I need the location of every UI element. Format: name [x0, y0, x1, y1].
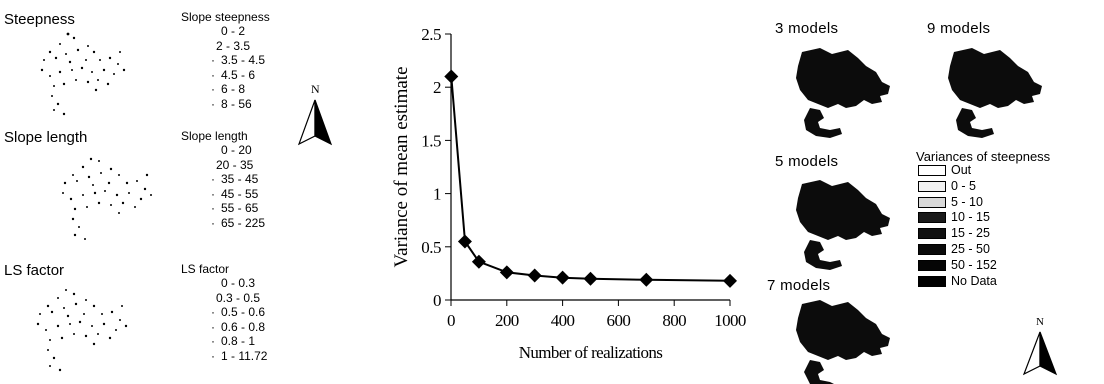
legend-label: 15 - 25	[951, 226, 990, 241]
data-point-marker	[639, 272, 654, 287]
data-point-marker	[555, 270, 570, 285]
y-tick-label: 2	[433, 78, 441, 97]
legend-swatch	[918, 259, 946, 271]
legend-item: 2 - 3.5	[216, 38, 251, 53]
data-point-marker	[723, 273, 737, 288]
legend-label: 50 - 152	[951, 257, 997, 272]
legend-label: 5 - 10	[951, 194, 983, 209]
legend-item: · 65 - 225	[211, 215, 266, 230]
x-tick-label: 400	[551, 311, 575, 330]
variance-legend-title: Variances of steepness	[916, 149, 1051, 164]
legend-swatch	[918, 180, 946, 192]
legend-swatch	[918, 212, 946, 224]
legend-item: · 55 - 65	[211, 201, 259, 215]
data-point-marker	[444, 69, 459, 84]
legend-swatch	[918, 275, 946, 287]
legend-item: · 6 - 8	[211, 82, 246, 96]
legend-label: No Data	[951, 273, 997, 288]
legend-item: 20 - 35	[216, 157, 254, 172]
series-line	[450, 76, 731, 282]
legend-swatch	[918, 196, 946, 208]
steepness-legend: Slope steepness 0 - 2 2 - 3.5 · 3.5 - 4.5…	[181, 10, 270, 111]
slope-length-title: Slope length	[4, 129, 88, 146]
y-tick-label: 0	[433, 291, 441, 310]
steepness-title: Steepness	[4, 11, 75, 28]
chart-axes: 0 0.5 1 1.5 2 2.5 0 200 400 600 800 1000	[421, 25, 746, 330]
legend-item: · 4.5 - 6	[211, 67, 256, 82]
y-tick-label: 1	[433, 185, 441, 204]
legend-item: · 8 - 56	[211, 96, 252, 111]
legend-label: 25 - 50	[951, 242, 990, 256]
chart-markers	[444, 69, 737, 288]
variance-map-3-models	[796, 48, 890, 138]
model-map-title: 7 models	[767, 277, 831, 294]
y-tick-label: 0.5	[421, 238, 441, 257]
variance-map-7-models	[796, 300, 890, 384]
ls-factor-legend-title: LS factor	[181, 262, 230, 276]
model-map-title: 5 models	[775, 153, 839, 170]
slope-length-legend-title: Slope length	[181, 129, 248, 143]
y-tick-label: 1.5	[421, 131, 441, 150]
north-label: N	[1036, 316, 1044, 328]
legend-item: · 1 - 11.72	[211, 348, 268, 363]
variance-line-chart: 0 0.5 1 1.5 2 2.5 0 200 400 600 800 1000 Number of …	[391, 25, 746, 362]
legend-item: · 0.5 - 0.6	[211, 305, 266, 319]
x-tick-label: 600	[607, 311, 631, 330]
legend-item: 0 - 2	[221, 24, 246, 38]
north-arrow-icon	[297, 99, 333, 146]
data-point-marker	[457, 234, 472, 249]
x-axis-label: Number of realizations	[519, 343, 663, 362]
y-tick-label: 2.5	[421, 25, 441, 44]
legend-label: 0 - 5	[951, 178, 977, 193]
legend-swatch	[918, 244, 946, 255]
slope-length-point-map	[62, 157, 152, 240]
data-point-marker	[583, 271, 598, 286]
model-map-title: 9 models	[927, 20, 991, 37]
legend-item: 0 - 0.3	[221, 276, 256, 290]
legend-item: 0.3 - 0.5	[216, 290, 261, 305]
legend-item: · 0.8 - 1	[211, 334, 256, 348]
ls-factor-point-map	[36, 289, 128, 372]
legend-item: 0 - 20	[221, 143, 252, 157]
model-map-title: 3 models	[775, 20, 839, 37]
legend-swatch	[918, 228, 946, 240]
data-point-marker	[499, 265, 514, 280]
variance-map-5-models	[796, 180, 890, 270]
legend-item: · 3.5 - 4.5	[211, 53, 266, 67]
slope-length-legend: Slope length 0 - 20 20 - 35 · 35 - 45 · 45…	[181, 129, 265, 230]
data-point-marker	[471, 254, 486, 269]
steepness-legend-title: Slope steepness	[181, 10, 270, 24]
north-label: N	[311, 82, 320, 96]
x-tick-label: 200	[495, 311, 519, 330]
legend-label: 10 - 15	[951, 210, 990, 225]
legend-item: · 35 - 45	[211, 172, 259, 186]
x-tick-label: 1000	[714, 311, 746, 330]
y-axis-label: Variance of mean estimate	[391, 67, 412, 268]
x-tick-label: 800	[662, 311, 686, 330]
legend-swatch	[918, 165, 946, 176]
north-arrow-icon	[1022, 331, 1058, 376]
legend-item: · 0.6 - 0.8	[211, 319, 266, 334]
ls-factor-legend: LS factor 0 - 0.3 0.3 - 0.5 · 0.5 - 0.6 ·…	[181, 262, 267, 363]
legend-label: Out	[951, 163, 972, 177]
x-tick-label: 0	[447, 311, 455, 330]
ls-factor-title: LS factor	[4, 262, 65, 279]
data-point-marker	[527, 268, 542, 283]
variance-map-9-models	[948, 48, 1042, 138]
steepness-point-map	[40, 32, 126, 116]
legend-item: · 45 - 55	[211, 186, 259, 201]
